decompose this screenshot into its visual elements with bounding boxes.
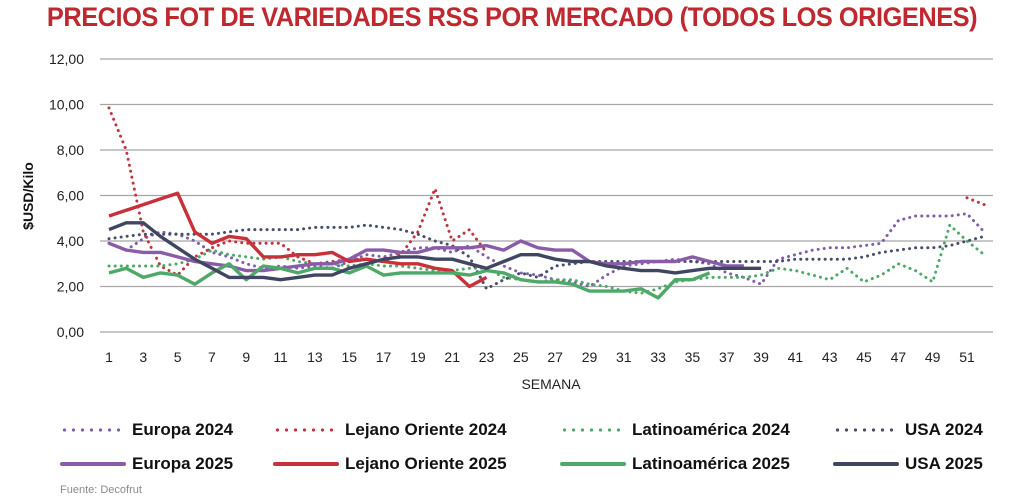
legend-label: Europa 2025 [132, 454, 234, 473]
x-tick-label: 3 [139, 349, 147, 365]
series-lines [107, 106, 986, 300]
chart-title: PRECIOS FOT DE VARIEDADES RSS POR MERCAD… [46, 2, 978, 32]
x-tick-label: 25 [513, 349, 529, 365]
series-line [107, 212, 986, 288]
source-note: Fuente: Decofrut [60, 484, 142, 496]
legend-item: Europa 2024 [60, 418, 233, 442]
legend-label: Latinoamérica 2025 [632, 454, 790, 473]
x-tick-label: 33 [650, 349, 666, 365]
x-tick-label: 23 [479, 349, 495, 365]
series-latinoam-rica-2025 [108, 262, 711, 300]
dotted-line-swatch [833, 428, 899, 432]
x-tick-label: 15 [341, 349, 357, 365]
dotted-line-swatch [560, 428, 626, 432]
series-europa-2025 [108, 239, 744, 273]
dotted-line-swatch [60, 428, 126, 432]
legend-item: Latinoamérica 2024 [560, 418, 790, 442]
x-tick-label: 27 [547, 349, 563, 365]
x-axis-title: SEMANA [521, 376, 581, 392]
legend-label: Lejano Oriente 2025 [345, 454, 507, 473]
y-axis-ticks: 0,00 2,00 4,00 6,00 8,00 10,00 12,00 [49, 51, 84, 340]
legend-item: Latinoamérica 2025 [560, 452, 790, 476]
solid-line-swatch [833, 462, 899, 466]
legend-label: Europa 2024 [132, 420, 234, 439]
legend-item: USA 2024 [833, 418, 983, 442]
x-axis-ticks: 1 3 5 7 9 11 13 15 17 19 21 23 25 27 29 31 33 35 37 39 41 43 4… [105, 349, 975, 365]
series-europa-2024 [107, 212, 986, 288]
series-line [107, 223, 986, 291]
y-tick-label: 0,00 [57, 324, 84, 340]
series-usa-2024 [107, 223, 986, 291]
y-tick-label: 6,00 [57, 188, 84, 204]
legend-label: Latinoamérica 2024 [632, 420, 790, 439]
y-axis-title: $USD/Kilo [20, 162, 36, 230]
x-tick-label: 47 [891, 349, 907, 365]
solid-line-swatch [273, 462, 339, 466]
y-tick-label: 4,00 [57, 233, 84, 249]
series-line [965, 196, 986, 207]
legend-item: USA 2025 [833, 452, 983, 476]
x-tick-label: 35 [685, 349, 701, 365]
legend-label: USA 2024 [905, 420, 983, 439]
x-tick-label: 43 [822, 349, 838, 365]
series-line [108, 262, 711, 300]
x-tick-label: 37 [719, 349, 735, 365]
legend-label: USA 2025 [905, 454, 983, 473]
y-tick-label: 12,00 [49, 51, 84, 67]
y-tick-label: 2,00 [57, 279, 84, 295]
x-tick-label: 41 [788, 349, 804, 365]
x-tick-label: 45 [856, 349, 872, 365]
series-line [107, 106, 488, 277]
x-tick-label: 51 [959, 349, 975, 365]
x-tick-label: 1 [105, 349, 113, 365]
dotted-line-swatch [273, 428, 339, 432]
x-tick-label: 31 [616, 349, 632, 365]
x-tick-label: 9 [242, 349, 250, 365]
x-tick-label: 19 [410, 349, 426, 365]
series-line [108, 239, 744, 273]
series-line [108, 221, 762, 282]
series-lejano-oriente-2024 [107, 106, 986, 277]
x-tick-label: 29 [582, 349, 598, 365]
x-tick-label: 13 [307, 349, 323, 365]
x-tick-label: 21 [444, 349, 460, 365]
legend-item: Europa 2025 [60, 452, 233, 476]
x-tick-label: 11 [273, 349, 288, 365]
x-tick-label: 5 [174, 349, 182, 365]
legend-label: Lejano Oriente 2024 [345, 420, 507, 439]
x-tick-label: 17 [376, 349, 392, 365]
series-usa-2025 [108, 221, 762, 282]
x-tick-label: 49 [925, 349, 941, 365]
gridlines [100, 58, 993, 333]
legend-item: Lejano Oriente 2024 [273, 418, 507, 442]
x-tick-label: 39 [753, 349, 769, 365]
series-line [108, 191, 488, 289]
x-tick-label: 7 [208, 349, 216, 365]
legend-item: Lejano Oriente 2025 [273, 452, 507, 476]
series-lejano-oriente-2025 [108, 191, 488, 289]
y-tick-label: 8,00 [57, 142, 84, 158]
solid-line-swatch [560, 462, 626, 466]
solid-line-swatch [60, 462, 126, 466]
y-tick-label: 10,00 [49, 97, 84, 113]
